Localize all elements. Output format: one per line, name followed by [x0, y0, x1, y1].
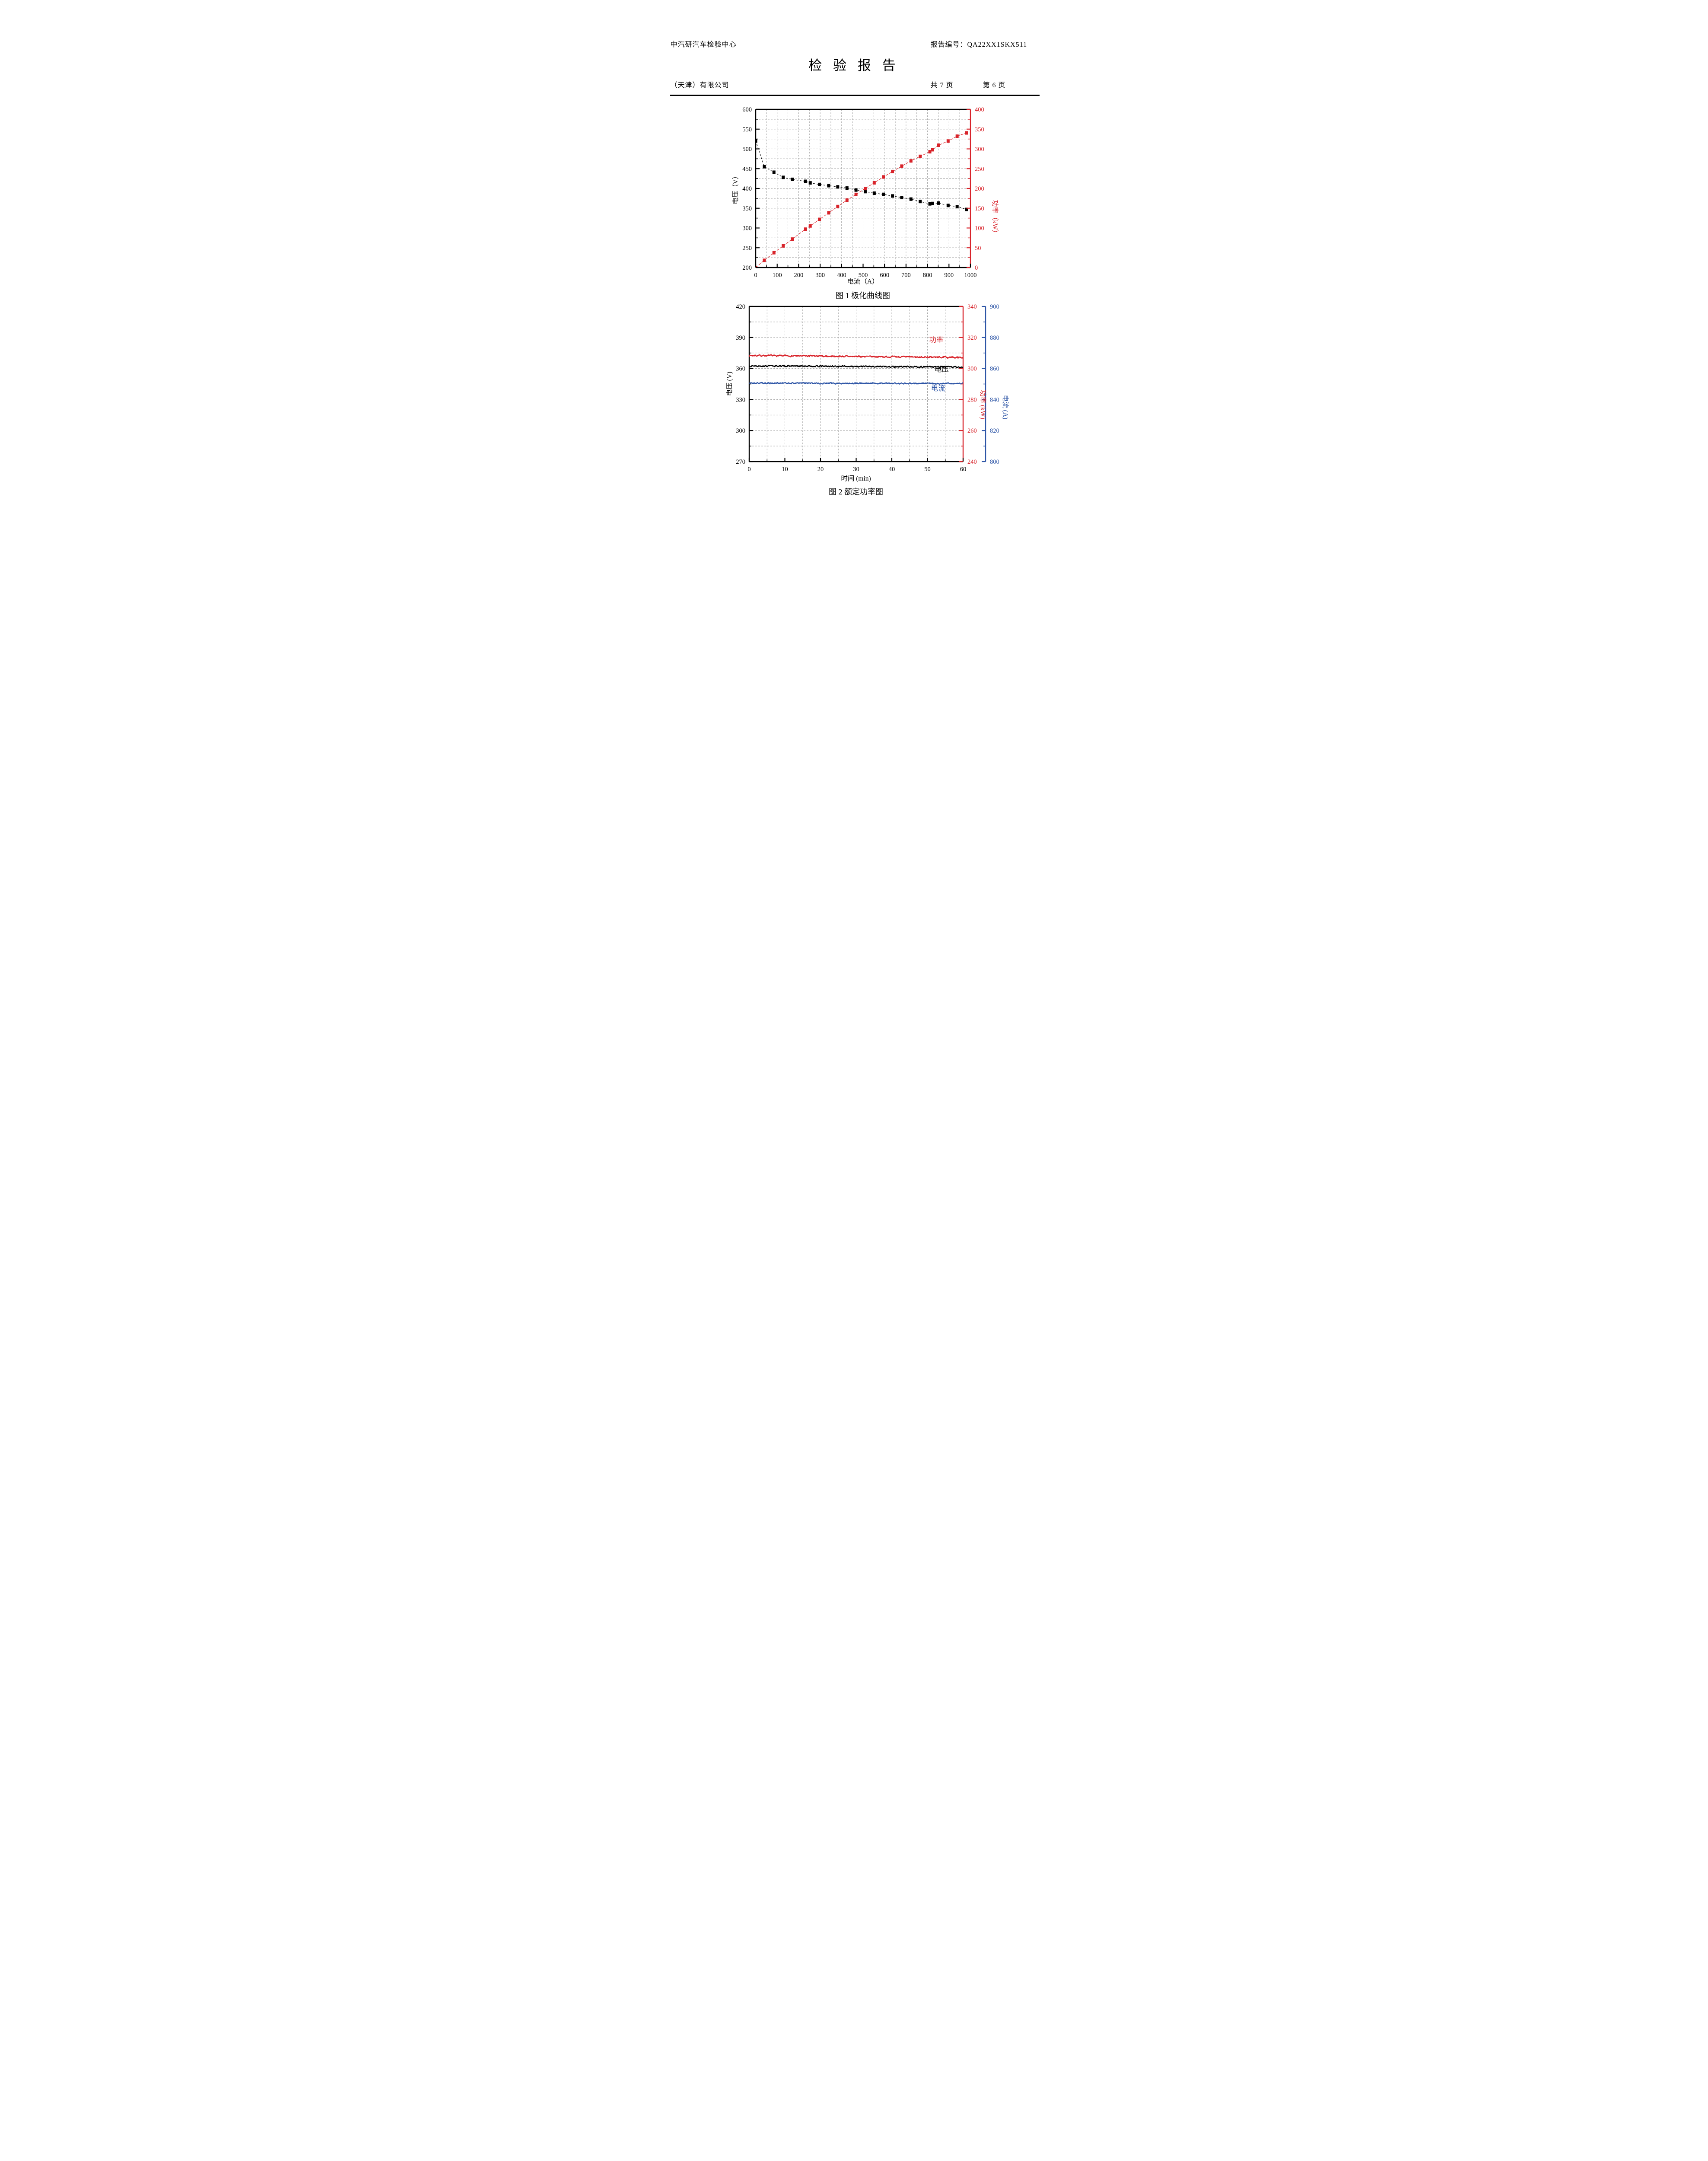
svg-text:330: 330 [736, 396, 745, 403]
svg-text:300: 300 [736, 427, 745, 434]
svg-text:800: 800 [990, 459, 999, 465]
axis-labels: 电压（V） 功率（kW） 电流（A） 图 1 极化曲线图 [732, 172, 999, 300]
page-current: 第 6 页 [983, 82, 1006, 89]
svg-text:800: 800 [922, 272, 932, 279]
pages-total: 共 7 页 [930, 82, 954, 89]
svg-text:100: 100 [772, 272, 782, 279]
page-title: 检 验 报 告 [808, 58, 900, 73]
ticks: 200 250 300 350 400 450 500 550 600 0 50 100 150 200 2… [742, 106, 984, 279]
series-layer [749, 354, 963, 385]
report-number: 报告编号：QA22XX1SKX511 [930, 41, 1027, 48]
svg-text:电流: 电流 [931, 384, 945, 392]
svg-text:0: 0 [975, 265, 978, 271]
svg-text:350: 350 [742, 205, 752, 212]
svg-text:10: 10 [782, 466, 788, 473]
svg-text:300: 300 [967, 366, 977, 373]
series-layer [755, 131, 968, 268]
svg-text:60: 60 [960, 466, 966, 473]
svg-text:820: 820 [990, 427, 999, 434]
svg-text:320: 320 [967, 335, 977, 341]
svg-text:20: 20 [817, 466, 824, 473]
svg-text:400: 400 [837, 272, 846, 279]
series-电压 [755, 139, 968, 211]
axis-labels: 电压 (V) 功率 (kW) 电流 (A) 时间 (min) 图 2 额定功率图 [725, 372, 1009, 496]
svg-text:电流（A）: 电流（A） [847, 277, 878, 285]
report-page: 中汽研汽车检验中心 报告编号：QA22XX1SKX511 检 验 报 告 （天津… [598, 0, 1110, 725]
svg-text:260: 260 [967, 427, 977, 434]
svg-text:1000: 1000 [964, 272, 976, 279]
svg-text:700: 700 [901, 272, 911, 279]
svg-text:100: 100 [975, 225, 984, 232]
svg-text:时间 (min): 时间 (min) [841, 475, 871, 482]
svg-text:250: 250 [742, 245, 752, 252]
svg-text:200: 200 [794, 272, 803, 279]
figure2-rated-power-chart: 270 300 330 360 390 420 240 260 280 300 320 340 0 10 2… [725, 303, 1009, 496]
svg-text:50: 50 [924, 466, 931, 473]
svg-text:880: 880 [990, 335, 999, 341]
series-功率 [755, 131, 968, 268]
svg-text:240: 240 [967, 459, 977, 465]
page-count: 共 7 页 第 6 页 [931, 79, 1006, 89]
svg-text:40: 40 [888, 466, 895, 473]
svg-text:280: 280 [967, 396, 977, 403]
figure1-polarization-chart: 200 250 300 350 400 450 500 550 600 0 50 100 150 200 2… [732, 106, 999, 300]
ticks: 270 300 330 360 390 420 240 260 280 300 320 340 0 10 2… [736, 303, 999, 473]
line-电压 [749, 364, 963, 368]
grid [755, 109, 970, 268]
svg-text:电压: 电压 [935, 365, 949, 373]
svg-text:270: 270 [736, 459, 745, 465]
fig1-root: 200 250 300 350 400 450 500 550 600 0 50 100 150 200 2… [732, 106, 999, 300]
header-divider [670, 95, 1040, 96]
svg-text:250: 250 [975, 166, 984, 172]
svg-text:500: 500 [858, 272, 868, 279]
svg-text:功率（kW）: 功率（kW） [991, 200, 999, 236]
svg-text:电流 (A): 电流 (A) [1002, 395, 1009, 419]
fig2-root: 270 300 330 360 390 420 240 260 280 300 320 340 0 10 2… [725, 303, 1009, 496]
svg-text:360: 360 [736, 366, 745, 373]
svg-text:电压（V）: 电压（V） [732, 172, 739, 204]
svg-text:0: 0 [747, 466, 751, 473]
svg-text:图 1 极化曲线图: 图 1 极化曲线图 [836, 291, 890, 300]
svg-text:500: 500 [742, 146, 752, 153]
svg-text:860: 860 [990, 366, 999, 373]
svg-text:功率 (kW): 功率 (kW) [979, 390, 987, 419]
svg-text:50: 50 [975, 245, 981, 252]
axes-frame [748, 306, 964, 462]
company-name: （天津）有限公司 [670, 82, 729, 89]
svg-text:0: 0 [754, 272, 757, 279]
svg-text:400: 400 [742, 185, 752, 192]
svg-text:340: 340 [967, 303, 977, 310]
svg-text:电压 (V): 电压 (V) [725, 372, 733, 396]
svg-text:840: 840 [990, 396, 999, 403]
svg-text:300: 300 [742, 225, 752, 232]
svg-text:900: 900 [944, 272, 954, 279]
svg-text:200: 200 [742, 265, 752, 271]
svg-text:390: 390 [736, 335, 745, 341]
svg-text:30: 30 [853, 466, 859, 473]
svg-text:420: 420 [736, 303, 745, 310]
svg-text:400: 400 [975, 106, 984, 113]
svg-text:200: 200 [975, 185, 984, 192]
svg-text:300: 300 [975, 146, 984, 153]
line-功率 [749, 354, 963, 359]
svg-text:450: 450 [742, 166, 752, 172]
svg-text:600: 600 [742, 106, 752, 113]
svg-text:150: 150 [975, 205, 984, 212]
svg-text:900: 900 [990, 303, 999, 310]
svg-text:550: 550 [742, 126, 752, 133]
grid [749, 306, 963, 462]
svg-text:600: 600 [880, 272, 889, 279]
svg-text:300: 300 [815, 272, 825, 279]
svg-text:350: 350 [975, 126, 984, 133]
axes-frame [755, 108, 971, 268]
svg-text:功率: 功率 [929, 336, 943, 344]
org-name: 中汽研汽车检验中心 [670, 41, 737, 48]
svg-text:图 2 额定功率图: 图 2 额定功率图 [829, 488, 883, 496]
line-电流 [749, 382, 963, 385]
